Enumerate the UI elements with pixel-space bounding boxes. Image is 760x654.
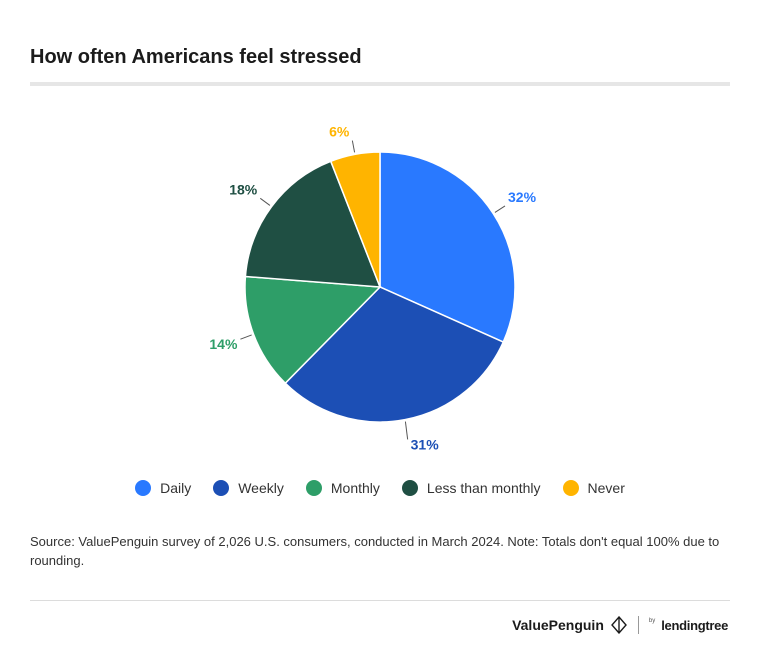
pie-slice-weekly <box>284 286 505 423</box>
title-divider <box>30 82 730 86</box>
footer-divider <box>30 600 730 601</box>
chart-title: How often Americans feel stressed <box>30 46 362 68</box>
chart-legend: Daily Weekly Monthly Less than monthly Never <box>0 480 760 496</box>
pie-slice-never <box>329 151 381 288</box>
lendingtree-logo-text: lendingtree <box>661 617 728 633</box>
legend-label-weekly: Weekly <box>238 480 284 496</box>
legend-item-weekly: Weekly <box>213 480 284 496</box>
leader-line-less-than-monthly <box>259 197 271 206</box>
legend-item-daily: Daily <box>135 480 191 496</box>
brand-separator <box>637 616 639 634</box>
data-label-daily: 32% <box>508 189 537 205</box>
legend-swatch-less-than-monthly <box>401 480 418 496</box>
leader-line-monthly <box>240 334 252 340</box>
legend-label-monthly: Monthly <box>330 480 380 496</box>
legend-label-never: Never <box>587 480 625 496</box>
legend-label-less-than-monthly: Less than monthly <box>426 480 541 496</box>
pie-slice-less-than-monthly <box>244 160 382 288</box>
pie-slice-monthly <box>244 275 382 385</box>
brand-by-text: by <box>648 618 656 624</box>
legend-swatch-weekly <box>213 480 230 496</box>
leader-line-never <box>351 140 356 153</box>
source-note: Source: ValuePenguin survey of 2,026 U.S… <box>30 534 720 568</box>
legend-item-less-than-monthly: Less than monthly <box>401 480 541 496</box>
data-label-less-than-monthly: 18% <box>229 181 258 197</box>
data-label-never: 6% <box>329 124 350 140</box>
leader-line-weekly <box>404 421 409 440</box>
legend-item-monthly: Monthly <box>305 480 380 496</box>
leader-line-daily <box>494 205 506 213</box>
legend-item-never: Never <box>562 480 625 496</box>
penguin-icon <box>610 616 627 634</box>
legend-label-daily: Daily <box>160 480 192 496</box>
data-label-weekly: 31% <box>411 436 440 452</box>
legend-swatch-monthly <box>305 480 322 496</box>
legend-swatch-daily <box>135 480 152 496</box>
brand-footer: ValuePenguin by lendingtree <box>512 616 728 634</box>
pie-slice-daily <box>379 151 516 344</box>
valuepenguin-logo-text: ValuePenguin <box>512 617 604 633</box>
pie-chart: 32% 31% 14% 18% 6% <box>209 124 537 453</box>
data-label-monthly: 14% <box>209 336 238 352</box>
legend-swatch-never <box>562 480 579 496</box>
